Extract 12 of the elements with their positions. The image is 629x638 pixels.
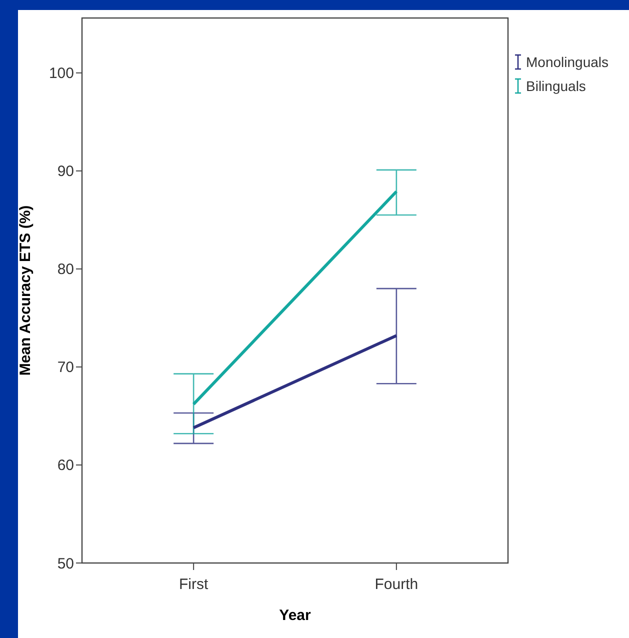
y-axis-title: Mean Accuracy ETS (%) xyxy=(17,205,34,376)
y-tick-label: 70 xyxy=(57,359,74,376)
legend-label: Monolinguals xyxy=(526,54,608,70)
legend-label: Bilinguals xyxy=(526,78,586,94)
x-tick-label: Fourth xyxy=(374,576,418,593)
y-tick-label: 50 xyxy=(57,555,74,572)
y-tick-label: 80 xyxy=(57,261,74,278)
y-tick-label: 90 xyxy=(57,163,74,180)
y-tick-label: 100 xyxy=(48,65,74,82)
y-tick-label: 60 xyxy=(57,457,74,474)
x-tick-label: First xyxy=(178,576,209,593)
x-axis-title: Year xyxy=(279,607,312,624)
